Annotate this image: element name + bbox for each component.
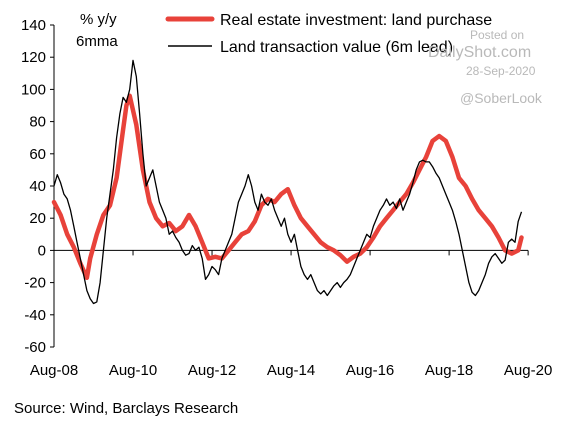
series-land-transaction-line bbox=[53, 59, 523, 305]
y-tick-label: 120 bbox=[21, 49, 46, 66]
watermark-date: 28-Sep-2020 bbox=[466, 64, 536, 78]
x-tick-label: Aug-16 bbox=[346, 362, 394, 379]
y-unit-sublabel: 6mma bbox=[76, 33, 118, 50]
y-unit-label: % y/y bbox=[80, 11, 117, 28]
y-axis-ticks: -60 -40 -20 0 20 40 60 80 100 120 140 bbox=[21, 17, 54, 356]
watermark-site: DailyShot.com bbox=[428, 44, 531, 61]
y-tick-label: 20 bbox=[29, 210, 46, 227]
x-tick-label: Aug-10 bbox=[109, 362, 157, 379]
source-note: Source: Wind, Barclays Research bbox=[14, 400, 238, 417]
series-land-purchase-line bbox=[51, 93, 524, 281]
watermark-handle: @SoberLook bbox=[460, 90, 543, 106]
y-tick-label: 60 bbox=[29, 146, 46, 163]
watermark: Posted on DailyShot.com 28-Sep-2020 @Sob… bbox=[428, 28, 543, 106]
y-tick-label: -40 bbox=[24, 307, 46, 324]
x-tick-label: Aug-08 bbox=[30, 362, 78, 379]
x-tick-label: Aug-12 bbox=[188, 362, 236, 379]
y-tick-label: -60 bbox=[24, 339, 46, 356]
y-tick-label: 140 bbox=[21, 17, 46, 34]
y-tick-label: 100 bbox=[21, 81, 46, 98]
legend-label-land-transaction: Land transaction value (6m lead) bbox=[220, 39, 453, 56]
y-tick-label: 40 bbox=[29, 178, 46, 195]
x-tick-label: Aug-14 bbox=[267, 362, 315, 379]
watermark-posted-on: Posted on bbox=[470, 28, 524, 42]
y-tick-label: -20 bbox=[24, 275, 46, 292]
x-axis-ticks: Aug-08 Aug-10 Aug-12 Aug-14 Aug-16 Aug-18 Aug-… bbox=[30, 250, 552, 379]
legend-label-land-purchase: Real estate investment: land purchase bbox=[220, 12, 492, 29]
y-tick-label: 0 bbox=[38, 242, 46, 259]
legend: Real estate investment: land purchase La… bbox=[165, 12, 492, 56]
x-tick-label: Aug-20 bbox=[504, 362, 552, 379]
x-tick-label: Aug-18 bbox=[425, 362, 473, 379]
y-tick-label: 80 bbox=[29, 114, 46, 131]
